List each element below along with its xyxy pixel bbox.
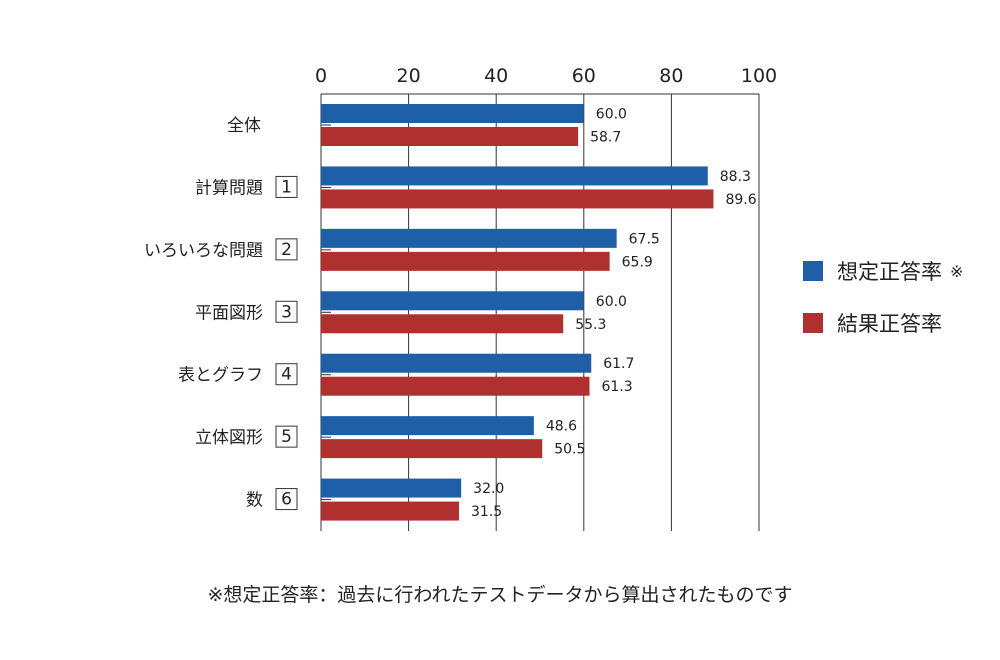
bar [321, 251, 610, 271]
x-tick-label: 40 [484, 65, 508, 87]
category-label: 平面図形 [195, 303, 263, 323]
data-label: 61.3 [601, 379, 632, 395]
x-tick-label: 100 [741, 65, 777, 87]
data-label: 89.6 [725, 192, 756, 208]
bar [321, 501, 459, 521]
bar [321, 314, 564, 334]
data-label: 58.7 [590, 130, 621, 146]
legend-swatch-expected [803, 261, 823, 281]
legend-swatch-result [803, 313, 823, 333]
bar [321, 478, 462, 498]
legend-item-expected: 想定正答率 ※ [803, 256, 963, 286]
category-number: 4 [281, 365, 292, 385]
bar [321, 416, 534, 436]
bar [321, 166, 708, 186]
data-label: 60.0 [596, 294, 627, 310]
x-tick-label: 80 [659, 65, 683, 87]
data-label: 55.3 [575, 317, 606, 333]
data-label: 48.6 [546, 419, 577, 435]
category-number-box [275, 425, 298, 448]
category-number-box [275, 300, 298, 323]
data-label: 65.9 [622, 254, 653, 270]
data-label: 67.5 [629, 231, 660, 247]
bar [321, 353, 592, 373]
legend-label-expected: 想定正答率 [837, 260, 942, 284]
footnote: ※想定正答率：過去に行われたテストデータから算出されたものです [207, 584, 793, 606]
data-label: 88.3 [720, 169, 751, 185]
x-tick-label: 20 [397, 65, 421, 87]
bar [321, 228, 617, 248]
legend-mark-expected: ※ [950, 261, 964, 281]
bar [321, 104, 584, 123]
bar [321, 376, 590, 396]
legend-item-result: 結果正答率 [803, 308, 942, 338]
data-label: 31.5 [471, 504, 502, 520]
category-number-box [275, 363, 298, 386]
category-label: いろいろな問題 [144, 241, 263, 261]
category-number: 5 [281, 427, 292, 447]
category-label: 立体図形 [195, 428, 263, 448]
bar [321, 127, 579, 146]
legend-label-result: 結果正答率 [837, 312, 942, 336]
x-tick-label: 0 [315, 65, 327, 87]
bar [321, 189, 714, 209]
data-label: 60.0 [596, 107, 627, 123]
category-number: 6 [281, 490, 292, 510]
data-label: 61.7 [603, 356, 634, 372]
category-number-box [275, 238, 298, 261]
category-number: 2 [281, 240, 292, 260]
category-number-box [275, 488, 298, 511]
x-tick-label: 60 [572, 65, 596, 87]
category-label: 表とグラフ [178, 366, 263, 386]
category-label: 数 [246, 491, 263, 511]
category-number-box [275, 175, 298, 198]
bar [321, 291, 584, 311]
category-number: 3 [281, 302, 292, 322]
category-label: 計算問題 [195, 178, 263, 198]
data-label: 32.0 [473, 481, 504, 497]
data-label: 50.5 [554, 442, 585, 458]
bar [321, 439, 543, 459]
category-label: 全体 [227, 116, 261, 136]
category-number: 1 [281, 177, 292, 197]
